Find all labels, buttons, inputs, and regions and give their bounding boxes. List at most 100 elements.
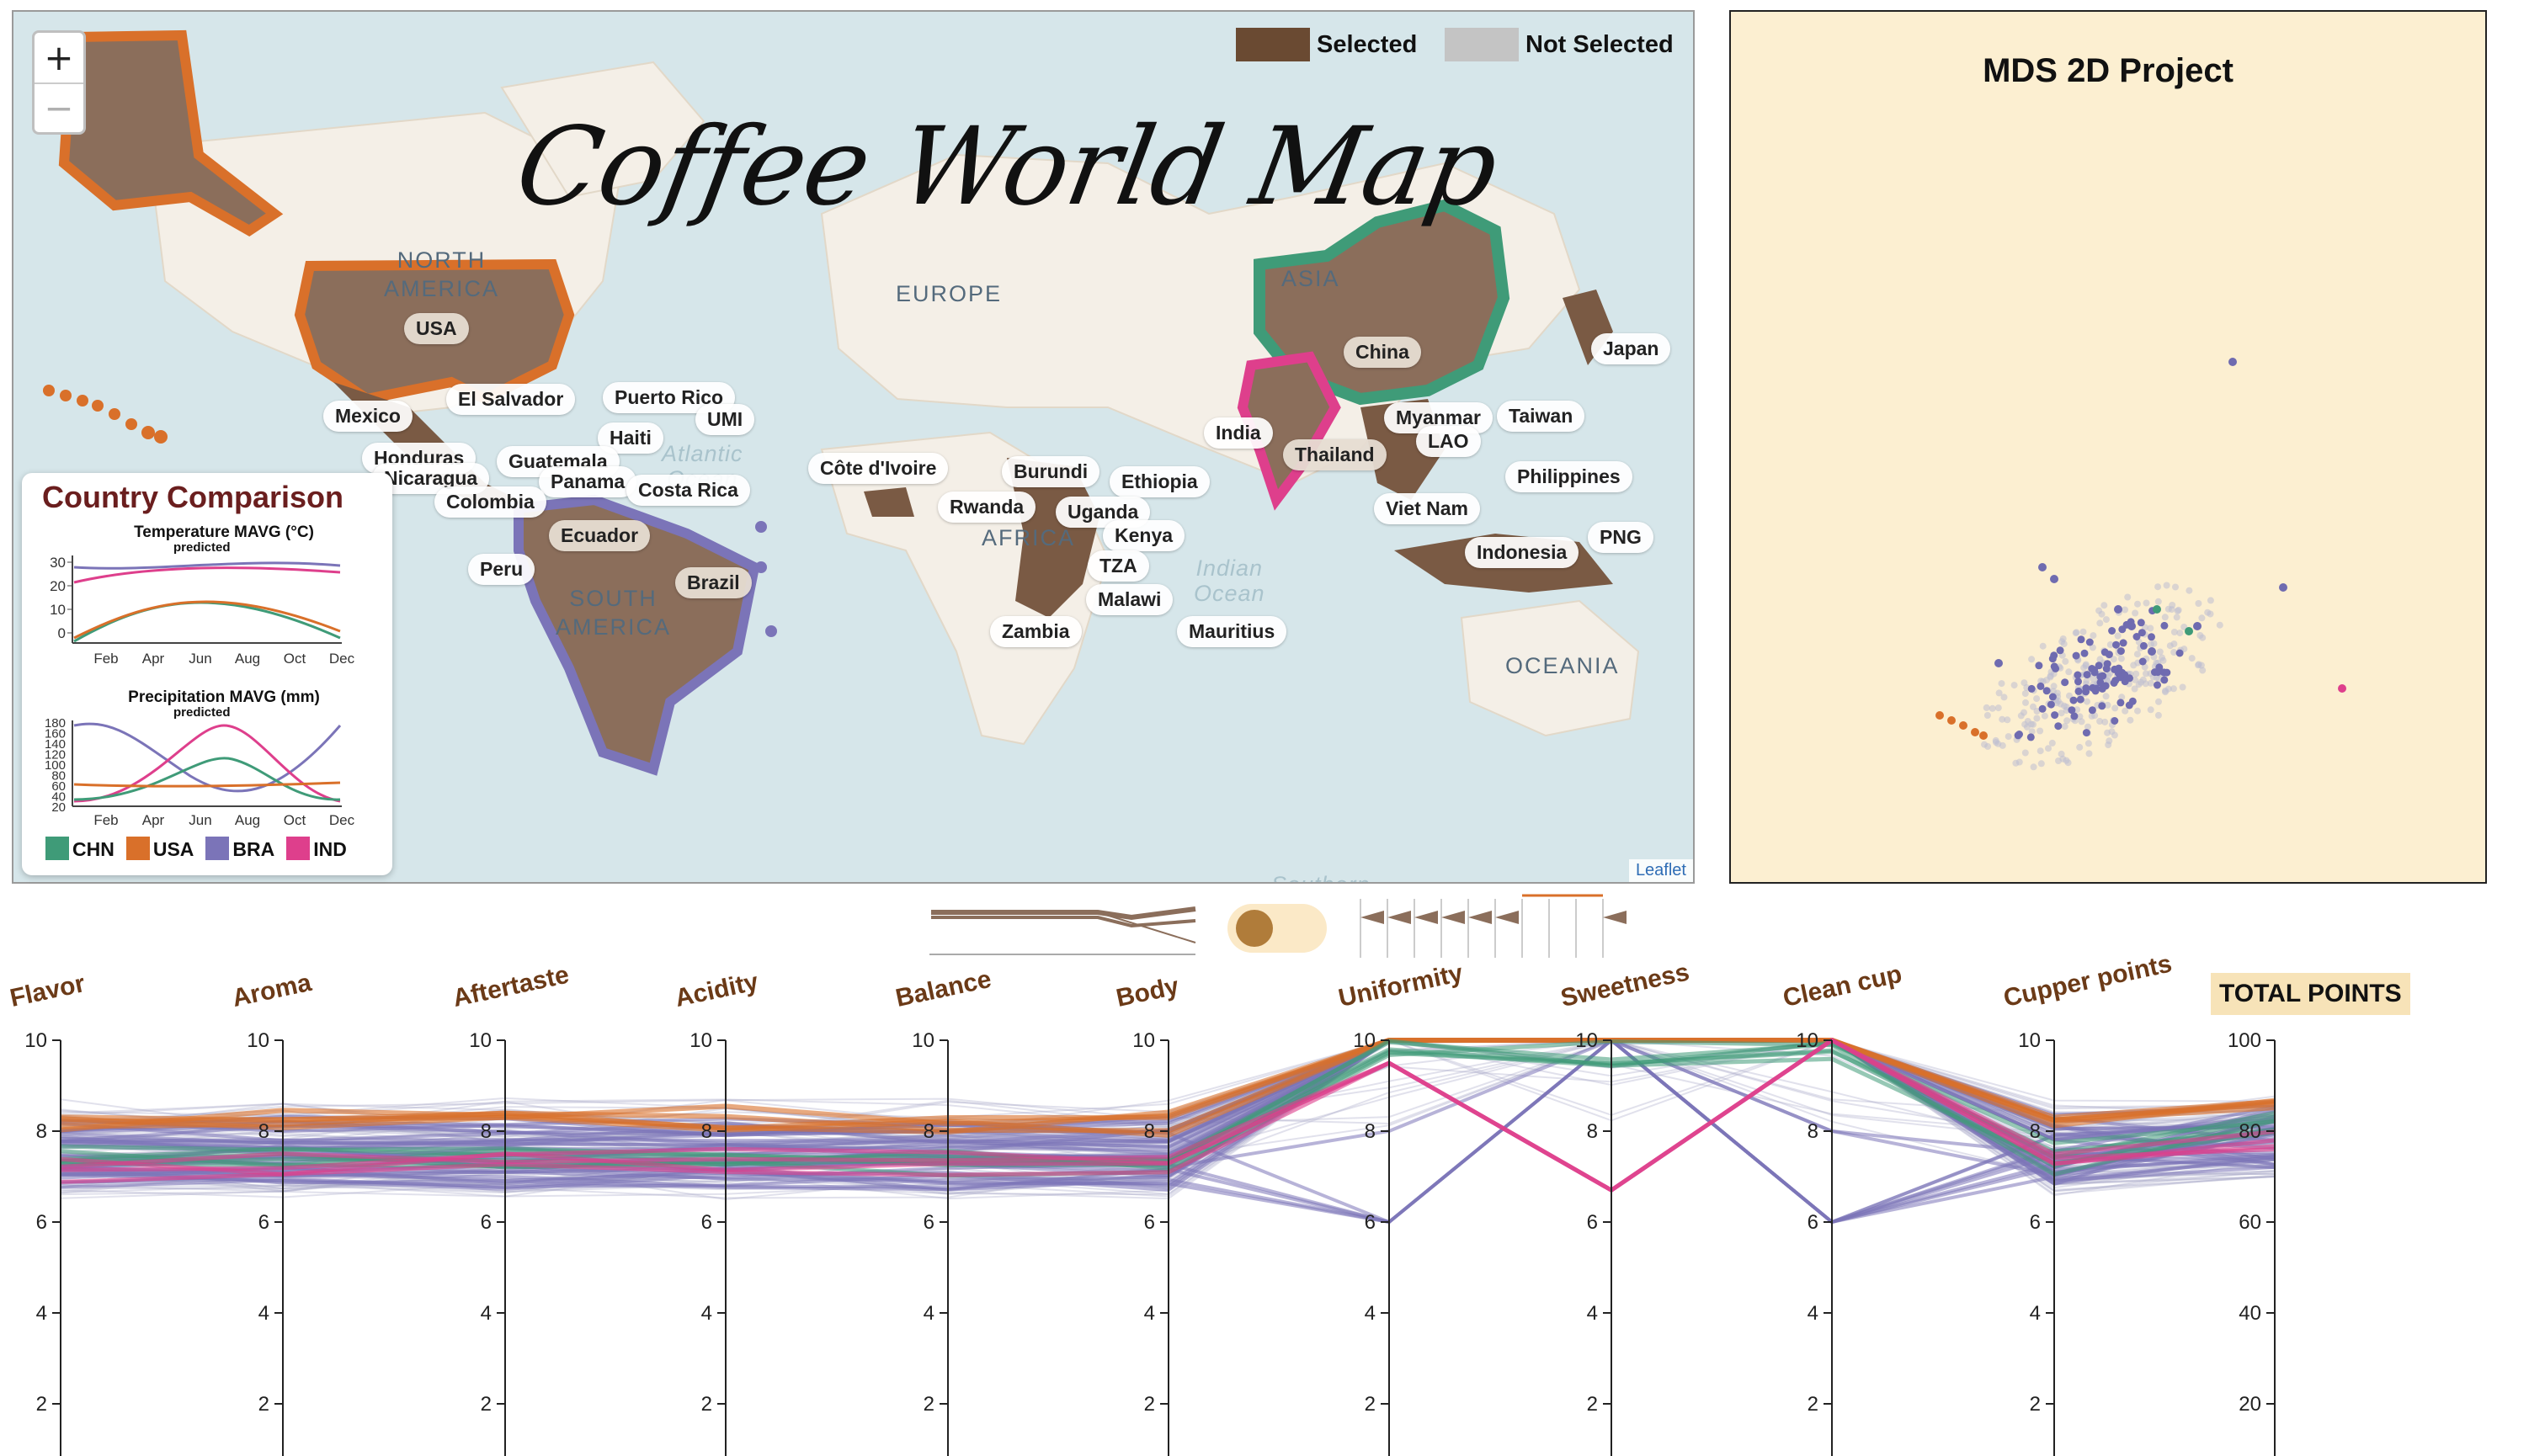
pc-axis-tick-label: 4 [1808, 1302, 1818, 1325]
mds-point-unselected [2118, 693, 2126, 701]
mds-point-unselected [2095, 607, 2103, 614]
mds-point-unselected [2063, 717, 2071, 725]
legend-usa[interactable]: USA [125, 837, 194, 861]
country-label-india[interactable]: India [1204, 417, 1273, 449]
pc-axis-tick-label: 6 [258, 1211, 269, 1234]
mds-point-unselected [2124, 593, 2132, 601]
country-label-mexico[interactable]: Mexico [323, 401, 413, 432]
country-label-brazil[interactable]: Brazil [675, 567, 752, 598]
country-label-tza[interactable]: TZA [1088, 550, 1149, 582]
pc-axis-tick-label: 2 [481, 1393, 492, 1416]
pc-axis-tick-label: 10 [24, 1029, 47, 1052]
precip-tick-label: 160 [45, 727, 66, 741]
mds-point-bra [2138, 657, 2147, 666]
pc-axis-tick-label: 10 [1796, 1029, 1818, 1052]
mds-point-bra [2038, 563, 2047, 571]
pc-axis-tick-label: 40 [2239, 1302, 2261, 1325]
zoom-in-button[interactable]: + [44, 37, 74, 78]
country-label-peru[interactable]: Peru [468, 554, 535, 585]
country-label-mauritius[interactable]: Mauritius [1177, 616, 1287, 647]
country-label-viet-nam[interactable]: Viet Nam [1374, 493, 1481, 524]
mds-point-unselected [2154, 598, 2162, 605]
country-label-burundi[interactable]: Burundi [1002, 456, 1100, 487]
pc-axis-tick-label: 6 [481, 1211, 492, 1234]
mds-point-unselected [2131, 685, 2138, 693]
mds-point-unselected [2104, 701, 2111, 709]
mds-point-unselected [2110, 656, 2117, 663]
mds-point-unselected [2143, 599, 2150, 607]
legend-bra[interactable]: BRA [205, 837, 274, 861]
country-label-indonesia[interactable]: Indonesia [1465, 537, 1579, 568]
precip-tick-label: 60 [51, 779, 66, 794]
country-label-cote-divoire[interactable]: Côte d'Ivoire [808, 453, 949, 484]
pc-axis-tick-label: 4 [258, 1302, 269, 1325]
zoom-out-button[interactable]: − [35, 82, 83, 132]
legend-not-selected: Not Selected [1445, 27, 1674, 62]
mds-point-unselected [2161, 614, 2169, 621]
pc-axis-tick-label: 6 [36, 1211, 47, 1234]
mds-point-unselected [2156, 648, 2164, 656]
country-label-png[interactable]: PNG [1588, 522, 1653, 553]
country-label-el-salvador[interactable]: El Salvador [446, 384, 576, 415]
parallel-coords-thumbnail[interactable] [929, 897, 1196, 958]
country-label-lao[interactable]: LAO [1416, 426, 1481, 457]
country-label-panama[interactable]: Panama [539, 466, 637, 497]
country-label-china[interactable]: China [1344, 337, 1421, 368]
mds-point-unselected [2117, 655, 2125, 662]
country-label-costa-rica[interactable]: Costa Rica [626, 475, 750, 506]
precip-tick-label: 20 [51, 800, 66, 815]
pc-axis-tick-label: 20 [2239, 1393, 2261, 1416]
country-label-thailand[interactable]: Thailand [1283, 439, 1387, 470]
country-label-colombia[interactable]: Colombia [434, 486, 546, 518]
india-shape[interactable] [1237, 351, 1341, 511]
region-europe: EUROPE [896, 281, 1003, 306]
mds-point-unselected [2058, 750, 2065, 757]
total-points-axis-title[interactable]: TOTAL POINTS [2211, 973, 2410, 1015]
mds-point-bra [2098, 702, 2106, 710]
mds-scatter[interactable] [1731, 12, 2489, 885]
mds-point-unselected [2132, 609, 2139, 617]
alaska-shape[interactable] [58, 29, 284, 237]
distribution-thumbnail[interactable] [1360, 894, 1627, 958]
country-label-usa[interactable]: USA [404, 313, 469, 344]
pc-axis-tick-label: 100 [2228, 1029, 2261, 1052]
country-label-malawi[interactable]: Malawi [1086, 584, 1174, 615]
country-label-ethiopia[interactable]: Ethiopia [1110, 466, 1210, 497]
mds-point-bra [2042, 687, 2051, 695]
country-label-taiwan[interactable]: Taiwan [1497, 401, 1585, 432]
mds-projection-panel[interactable]: MDS 2D Project [1729, 10, 2487, 884]
temp-line-chn [73, 601, 341, 643]
region-asia: ASIA [1281, 266, 1340, 291]
coffee-world-map[interactable]: + − Selected Not Selected Coffee World M… [12, 10, 1695, 884]
country-label-ecuador[interactable]: Ecuador [549, 520, 651, 551]
mds-point-unselected [2061, 723, 2068, 731]
mds-point-bra [2111, 665, 2119, 673]
parallel-coordinates-chart[interactable]: 10 8 6 4 2 10 8 6 4 2 10 8 6 4 2 10 8 6 4 2 10 8 6 4 2 10 8 6 4 2 10 8 6… [0, 963, 2529, 1456]
pc-axis-tick-label: 80 [2239, 1120, 2261, 1143]
pc-axis-tick-label: 4 [481, 1302, 492, 1325]
mds-point-bra [2100, 648, 2109, 656]
legend-ind[interactable]: IND [286, 837, 347, 861]
temp-tick-label: 20 [50, 578, 66, 594]
country-label-philippines[interactable]: Philippines [1505, 461, 1632, 492]
country-label-uganda[interactable]: Uganda [1056, 497, 1151, 528]
mds-point-unselected [2088, 712, 2095, 720]
chn-swatch [45, 837, 69, 860]
country-label-rwanda[interactable]: Rwanda [938, 492, 1036, 523]
mds-point-unselected [2030, 703, 2037, 710]
mds-point-unselected [2122, 606, 2128, 614]
legend-chn[interactable]: CHN [45, 837, 114, 861]
pc-axis-tick-label: 8 [36, 1120, 47, 1143]
country-label-umi[interactable]: UMI [695, 404, 755, 435]
mds-point-unselected [1995, 689, 2003, 697]
leaflet-attribution-link[interactable]: Leaflet [1628, 859, 1693, 882]
temp-month-label: Aug [235, 651, 260, 667]
country-label-japan[interactable]: Japan [1591, 333, 1671, 364]
mds-point-usa [1935, 711, 1944, 720]
ivory-coast-shape[interactable] [864, 487, 914, 517]
toggle-switch[interactable] [1227, 904, 1327, 953]
mds-point-unselected [2188, 655, 2196, 662]
country-label-haiti[interactable]: Haiti [598, 422, 663, 454]
country-label-zambia[interactable]: Zambia [990, 616, 1082, 647]
country-label-kenya[interactable]: Kenya [1103, 520, 1185, 551]
